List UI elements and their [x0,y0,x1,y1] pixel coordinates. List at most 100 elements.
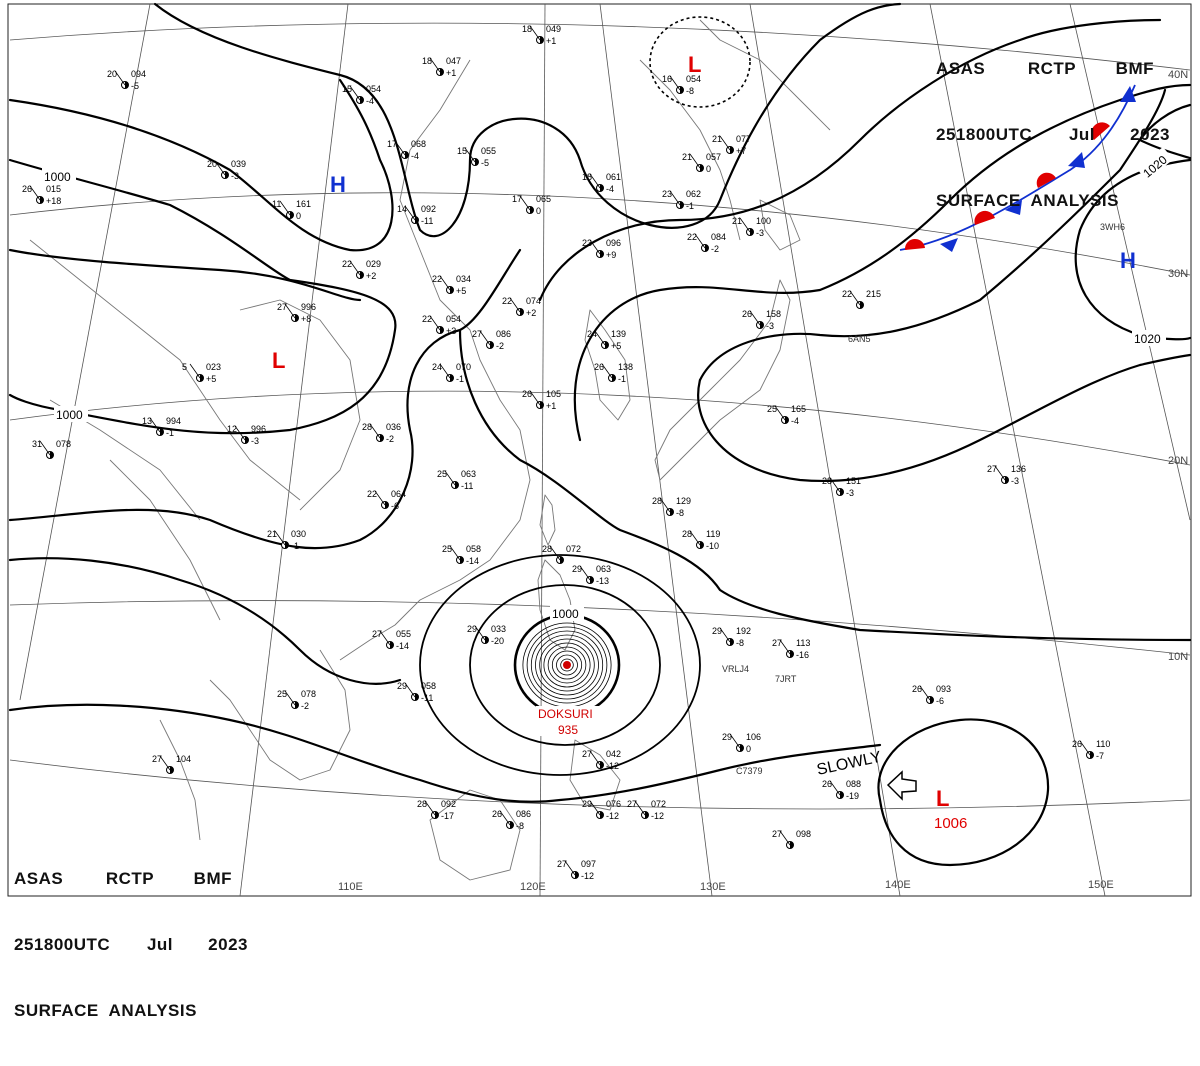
station-temperature: 27 [582,749,592,759]
wind-barb-icon [829,780,841,796]
station-plot: 29 192 -8 [712,626,751,648]
station-temperature: 17 [512,194,522,204]
wind-barb-icon [529,25,541,41]
station-plot: 28 092 -17 [417,799,456,821]
wind-barb-icon [474,625,486,641]
station-pressure: 093 [936,684,951,694]
station-plot: 20 039 -3 [207,159,246,181]
station-pressure: 100 [756,216,771,226]
station-pressure: 070 [456,362,471,372]
wind-barb-icon [589,750,601,766]
isobar-japan-loop [698,88,1167,382]
header-code-asas: ASAS [936,59,986,78]
station-pressure: 063 [461,469,476,479]
typhoon-inner-ring [556,654,578,676]
wind-barb-icon [739,217,751,233]
cloud-cover-icon [790,650,794,658]
station-temperature: 26 [522,389,532,399]
station-pressure-change: -14 [396,641,409,651]
wind-barb-icon [234,425,246,441]
station-temperature: 22 [842,289,852,299]
station-plot: 27 136 -3 [987,464,1026,486]
pressure-centers: H H L L L 1006 [272,52,1136,832]
lon-line-110e [239,3,349,897]
header-line-2: 251800UTC Jul 2023 [936,124,1170,146]
ship-id: VRLJ4 [722,664,749,674]
cloud-cover-icon [225,171,229,179]
cloud-cover-icon [360,96,364,104]
header-year: 2023 [1130,125,1170,144]
cloud-cover-icon [435,811,439,819]
cloud-cover-icon [290,211,294,219]
station-pressure-change: -1 [166,428,174,438]
station-pressure: 158 [766,309,781,319]
isobar-1020-north [1138,103,1192,160]
station-pressure-change: -1 [686,201,694,211]
station-pressure: 138 [618,362,633,372]
station-pressure-change: -6 [936,696,944,706]
station-pressure: 215 [866,289,881,299]
cloud-cover-icon [680,201,684,209]
station-plot: 26 138 -1 [594,362,633,384]
station-plot: 18 061 -4 [582,172,621,194]
ship-ids: VRLJ4 7JRT C7379 6AN5 3WH6 [722,222,1125,776]
station-plot: 22 029 +2 [342,259,381,281]
wind-barb-icon [374,490,386,506]
station-pressure: 084 [711,232,726,242]
typhoon-outer-ring-2 [469,584,661,746]
isobar-northeast-band [538,18,1162,302]
lat-line-30n [9,192,1191,276]
station-pressure-change: 0 [296,211,301,221]
station-pressure: 110 [1096,739,1110,749]
cloud-cover-icon [360,271,364,279]
station-plot: 22 215 [842,289,881,309]
station-pressure-change: +1 [446,68,456,78]
ship-id: 6AN5 [848,334,871,344]
isobar-label-1000-nw: 1000 [44,170,71,184]
wind-barb-icon [369,423,381,439]
cloud-cover-icon [700,541,704,549]
cloud-cover-icon [840,791,844,799]
dotted-low-circle [649,16,751,108]
station-plot: 22 084 -2 [687,232,726,254]
station-pressure: 074 [526,296,541,306]
station-pressure: 058 [466,544,481,554]
station-pressure-change: +1 [546,36,556,46]
longitude-lines [19,3,1191,897]
station-pressure-change: +3 [446,326,456,336]
typhoon-inner-ring [560,658,574,672]
station-pressure: 068 [411,139,426,149]
station-plot: 27 098 [772,829,811,849]
cloud-cover-icon [540,401,544,409]
cloud-cover-icon [295,701,299,709]
station-temperature: 22 [342,259,352,269]
header-time: 251800UTC [936,125,1033,144]
typhoon-inner-ring [539,638,595,692]
cloud-cover-icon [1005,476,1009,484]
typhoon-center-icon [563,661,571,669]
cloud-cover-icon [485,636,489,644]
wind-barb-icon [499,810,511,826]
station-pressure-change: -4 [791,416,799,426]
border-inland-2 [109,299,361,621]
low-center-pacific: L [936,786,949,811]
station-plot: 31 078 [32,439,71,459]
station-plot: 18 047 +1 [422,56,461,78]
cloud-cover-icon [750,228,754,236]
station-pressure: 029 [366,259,381,269]
cloud-cover-icon [200,374,204,382]
station-temperature: 29 [467,624,477,634]
header-code-station: RCTP [105,869,155,888]
cloud-cover-icon [860,301,864,309]
station-pressure-change: -3 [756,228,764,238]
front-line [899,84,1136,251]
cloud-cover-icon [415,216,419,224]
station-temperature: 15 [342,84,352,94]
station-pressure-change: +5 [611,341,621,351]
station-pressure-change: +5 [456,286,466,296]
station-pressure: 092 [421,204,436,214]
station-pressure-change: -11 [421,693,433,703]
wind-barb-icon [829,477,841,493]
station-temperature: 26 [742,309,752,319]
wind-barb-icon [579,565,591,581]
